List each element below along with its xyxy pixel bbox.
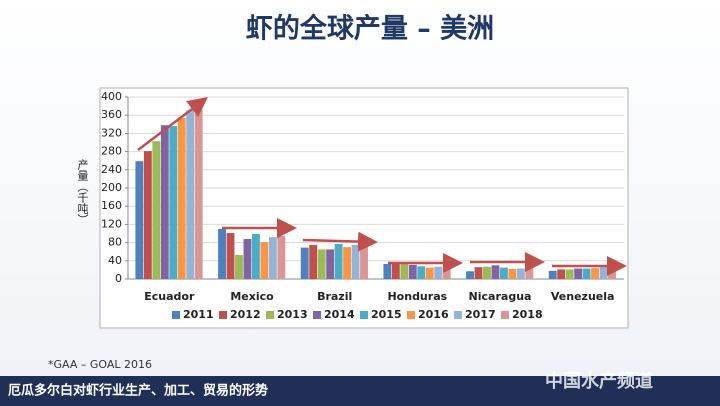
legend-swatch — [266, 311, 274, 319]
bar — [252, 233, 260, 279]
watermark: 中国水产频道 — [545, 370, 653, 392]
y-axis-label: 产量（千吨） — [76, 158, 89, 225]
legend-swatch — [172, 311, 180, 319]
banner-text: 厄瓜多尔白对虾行业生产、加工、贸易的形势 — [8, 383, 268, 399]
bar — [186, 110, 195, 279]
bar — [160, 125, 169, 280]
y-tick-label: 40 — [108, 254, 122, 267]
bar — [500, 267, 508, 279]
bar — [525, 268, 534, 279]
bar — [466, 271, 474, 279]
bar — [135, 161, 144, 279]
bar — [599, 266, 608, 279]
y-tick-label: 320 — [101, 126, 122, 139]
x-tick-label: Ecuador — [144, 290, 195, 303]
legend-label: 2015 — [371, 308, 402, 321]
legend-label: 2012 — [230, 308, 261, 321]
bar — [334, 243, 343, 279]
bar — [218, 228, 226, 279]
y-tick-label: 0 — [115, 272, 122, 285]
bar — [425, 267, 434, 279]
legend-label: 2017 — [465, 308, 496, 321]
bar — [417, 266, 426, 279]
y-tick-label: 120 — [101, 217, 122, 230]
legend-swatch — [313, 311, 321, 319]
bar — [400, 263, 409, 279]
bar — [260, 242, 269, 279]
bar — [143, 151, 152, 279]
bar — [548, 270, 557, 279]
y-tick-label: 240 — [101, 163, 122, 176]
y-tick-label: 400 — [101, 90, 122, 103]
bar — [483, 266, 491, 279]
bar — [226, 233, 235, 279]
bar — [434, 266, 443, 279]
bar — [351, 244, 360, 279]
bar — [235, 254, 243, 279]
bar — [582, 268, 591, 279]
bar — [574, 268, 583, 279]
bar — [177, 117, 186, 280]
bar — [516, 268, 525, 279]
slide-title: 虾的全球产量 – 美洲 — [246, 13, 494, 45]
bar — [474, 267, 483, 279]
arrow — [137, 96, 208, 151]
legend-swatch — [407, 311, 415, 319]
bar — [608, 266, 616, 279]
x-tick-label: Nicaragua — [469, 290, 532, 303]
legend-label: 2013 — [277, 308, 308, 321]
bar — [300, 247, 309, 279]
bar — [491, 265, 500, 279]
x-tick-label: Brazil — [317, 290, 352, 303]
x-tick-label: Mexico — [230, 290, 274, 303]
x-tick-label: Honduras — [387, 290, 447, 303]
bar — [152, 141, 161, 279]
x-tick-label: Venezuela — [551, 290, 615, 303]
legend-label: 2011 — [183, 308, 214, 321]
y-tick-label: 80 — [108, 236, 122, 249]
legend-swatch — [219, 311, 227, 319]
bar — [591, 268, 600, 279]
legend-swatch — [360, 311, 368, 319]
y-tick-label: 160 — [101, 199, 122, 212]
legend-label: 2018 — [512, 308, 543, 321]
bar — [508, 268, 517, 279]
bar — [557, 269, 566, 279]
bar — [408, 264, 417, 279]
bar — [268, 237, 277, 279]
y-tick-label: 280 — [101, 145, 122, 158]
bar — [194, 103, 203, 279]
bar — [243, 238, 252, 279]
arrow — [302, 231, 378, 252]
banner — [0, 376, 720, 406]
legend-label: 2016 — [418, 308, 449, 321]
legend-swatch — [454, 311, 462, 319]
bar — [277, 235, 286, 279]
legend-swatch — [501, 311, 509, 319]
bar — [360, 244, 368, 279]
bar — [317, 249, 326, 279]
trend-arrows — [137, 96, 627, 276]
y-tick-label: 360 — [101, 108, 122, 121]
bar — [309, 244, 318, 279]
bar — [169, 126, 178, 280]
footnote: *GAA – GOAL 2016 — [48, 358, 152, 371]
plot: 0 40 80 120 160 200 240 280 320 360 400 Ecuador Mexi… — [101, 90, 624, 321]
legend-label: 2014 — [324, 308, 355, 321]
bar — [343, 247, 352, 279]
bar — [391, 263, 400, 279]
bar — [383, 263, 392, 279]
bar — [326, 249, 335, 279]
y-tick-label: 200 — [101, 181, 122, 194]
bar — [442, 266, 451, 279]
bar — [565, 269, 574, 279]
